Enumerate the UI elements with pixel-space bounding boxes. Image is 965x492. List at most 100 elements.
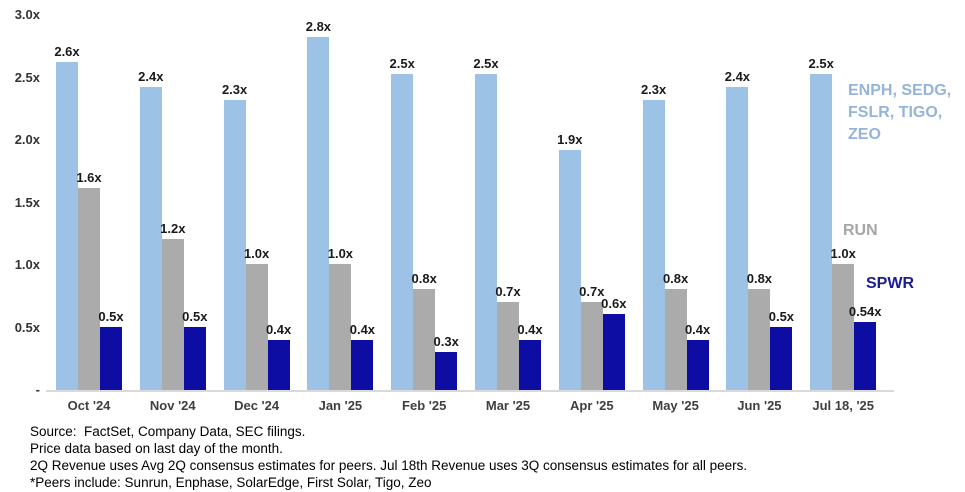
x-axis-label: Oct '24 [67, 398, 111, 413]
bar-value-label: 0.4x [349, 322, 376, 337]
bar-peers [810, 74, 833, 390]
bar-value-label: 2.8x [305, 19, 332, 34]
legend-spwr: SPWR [866, 275, 914, 292]
bar-spwr [100, 327, 122, 390]
bar-value-label: 0.8x [662, 271, 689, 286]
bar-value-label: 0.5x [768, 309, 795, 324]
bar-value-label: 2.5x [389, 56, 415, 71]
bar-peers [56, 62, 78, 390]
bar-value-label: 0.5x [98, 309, 124, 324]
bar-peers [726, 87, 749, 390]
y-axis-tick-label: 0.5x [14, 319, 40, 335]
bar-value-label: 2.4x [724, 69, 751, 84]
bar-value-label: 2.5x [473, 56, 499, 71]
bar-run [664, 289, 687, 390]
bar-spwr [183, 327, 206, 390]
bar-group: 2.3x 0.8x 0.4x [641, 10, 710, 390]
bar-value-label: 0.6x [601, 296, 627, 311]
bar-value-label: 0.3x [433, 334, 459, 349]
bar-value-label: 0.4x [684, 322, 711, 337]
bar-value-label: 0.8x [411, 271, 437, 286]
bar-run [329, 264, 352, 390]
bar-run [832, 264, 855, 390]
bar-group: 2.8x 1.0x 0.4x [306, 10, 375, 390]
bar-group: 2.5x 1.0x 0.54x [809, 10, 881, 390]
bar-spwr [770, 327, 793, 390]
bar-peers [139, 87, 162, 390]
x-axis-label: Mar '25 [485, 398, 531, 413]
bar-peers [223, 100, 246, 390]
footnote-revenue-basis: 2Q Revenue uses Avg 2Q consensus estimat… [30, 458, 748, 473]
x-axis-label: Jul 18, '25 [812, 398, 874, 413]
bar-spwr [519, 340, 541, 390]
chart-footnotes: Source: FactSet, Company Data, SEC filin… [30, 423, 747, 491]
x-axis-label: Apr '25 [570, 398, 614, 413]
footnote-source: Source: FactSet, Company Data, SEC filin… [30, 424, 306, 439]
x-axis-label: Dec '24 [234, 398, 280, 413]
bar-value-label: 0.54x [848, 304, 882, 319]
bar-group: 2.4x 0.8x 0.5x [725, 10, 794, 390]
bar-value-label: 1.2x [160, 221, 186, 236]
y-axis-tick-label: 3.0x [14, 7, 40, 22]
bar-value-label: 0.4x [265, 322, 292, 337]
x-axis-label: Jan '25 [318, 398, 363, 413]
bar-run [78, 188, 100, 390]
bar-value-label: 1.0x [830, 246, 856, 261]
bar-spwr [854, 322, 877, 390]
bar-value-label: 0.7x [579, 284, 605, 299]
y-axis-tick-label: 1.0x [14, 257, 40, 272]
bar-spwr [267, 340, 290, 390]
bar-value-label: 0.4x [517, 322, 543, 337]
bar-value-label: 2.5x [808, 56, 834, 71]
bar-value-label: 0.5x [182, 309, 208, 324]
bar-value-label: 1.6x [76, 170, 102, 185]
bar-value-label: 1.0x [327, 246, 354, 261]
legend-peers-line: ENPH, SEDG, [848, 82, 952, 99]
footnote-peers-list: *Peers include: Sunrun, Enphase, SolarEd… [30, 475, 432, 490]
bar-group: 2.4x 1.2x 0.5x [138, 10, 207, 390]
bar-group: 2.3x 1.0x 0.4x [222, 10, 291, 390]
bar-value-label: 1.0x [243, 246, 270, 261]
bar-run [245, 264, 268, 390]
bar-value-label: 0.7x [495, 284, 521, 299]
bar-group: 2.5x 0.8x 0.3x [390, 10, 459, 390]
y-axis-tick-label: 2.5x [14, 69, 40, 85]
x-axis-label: Feb '25 [402, 398, 447, 413]
bar-group: 2.6x 1.6x 0.5x [54, 10, 124, 390]
y-axis: 3.0x 2.5x 2.0x 1.5x 1.0x 0.5x - [0, 0, 40, 410]
bar-run [748, 289, 771, 390]
footnote-price-data: Price data based on last day of the mont… [30, 441, 283, 456]
bar-value-label: 2.3x [640, 82, 667, 97]
y-axis-tick-label: 1.5x [14, 194, 40, 210]
bar-run [161, 239, 184, 390]
bar-spwr [435, 352, 458, 390]
bar-peers [391, 74, 414, 390]
bar-value-label: 2.4x [138, 69, 164, 84]
bar-group: 2.5x 0.7x 0.4x [473, 10, 543, 390]
bar-value-label: 0.8x [746, 271, 773, 286]
bar-group: 1.9x 0.7x 0.6x [557, 10, 626, 390]
bar-value-label: 2.6x [54, 44, 80, 59]
plot-area: 2.6x 1.6x 0.5x 2.4x 1.2x 0.5x 2.3x 1.0x 0.4x 2.8x… [46, 10, 894, 392]
bar-run [580, 302, 603, 390]
bar-peers [475, 74, 497, 390]
y-axis-tick-label: - [35, 382, 40, 397]
bar-spwr [602, 314, 625, 390]
bar-run [497, 302, 519, 390]
x-axis: Oct '24 Nov '24 Dec '24 Jan '25 Feb '25 Mar '… [46, 398, 906, 418]
legend-peers: ENPH, SEDG, FSLR, TIGO, ZEO [848, 80, 951, 146]
bar-spwr [351, 340, 374, 390]
y-axis-tick-label: 2.0x [14, 132, 40, 147]
legend-peers-line: ZEO [848, 126, 881, 143]
bar-value-label: 2.3x [221, 82, 248, 97]
bar-peers [558, 150, 581, 390]
legend-run: RUN [843, 222, 878, 239]
x-axis-label: May '25 [652, 398, 699, 413]
bar-peers [307, 37, 330, 390]
x-axis-label: Jun '25 [737, 398, 782, 413]
bar-spwr [686, 340, 709, 390]
bar-run [413, 289, 436, 390]
bar-peers [642, 100, 665, 390]
bar-value-label: 1.9x [557, 132, 583, 147]
